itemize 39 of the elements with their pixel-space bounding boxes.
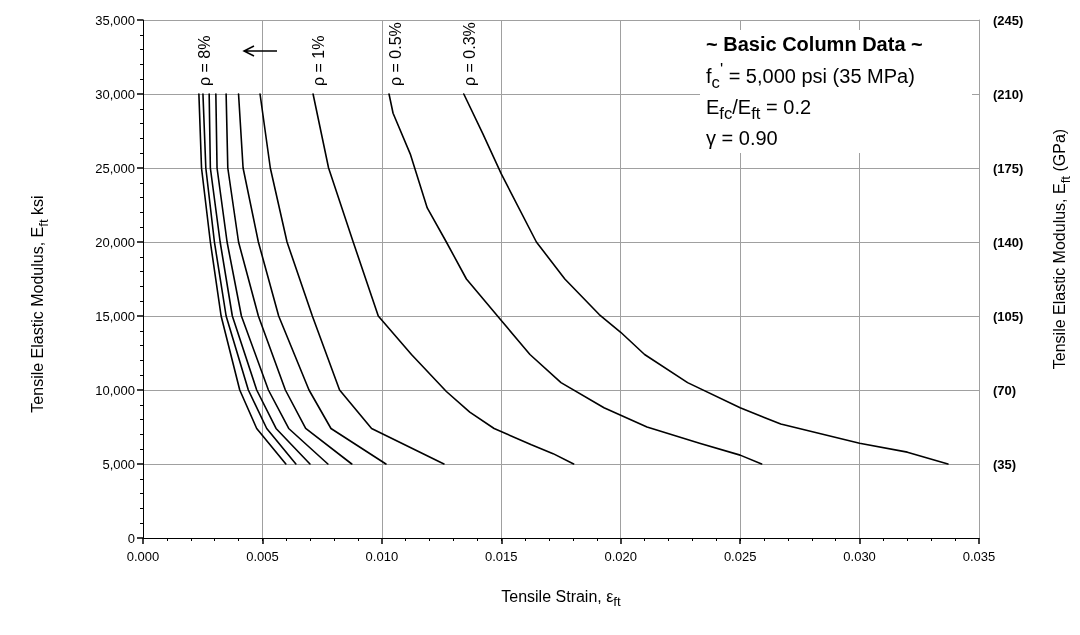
x-tick-label: 0.035 [962,549,996,564]
y-tick-label: 25,000 [95,160,135,176]
line-series [259,93,445,465]
y2-tick-label: (175) [993,160,1024,176]
x-tick-label: 0.000 [126,549,160,564]
annotation: ~ Basic Column Data ~ [706,32,924,57]
annotation: E$_{fc}$/E$_{ft}$ = 0.2 [706,94,813,125]
line-series [208,93,311,465]
annotation: γ = 0.90 [706,125,779,151]
line-series [237,93,387,465]
annotation: f$_{c}$$^{'}$ = 5,000 psi (35 MPa) [706,59,916,94]
line-series [225,93,353,465]
y2-tick-label: (140) [993,234,1024,250]
annotation: ρ = 8% [196,35,214,86]
y2-tick-label: (105) [993,308,1024,324]
y-tick-label: 5,000 [102,456,135,472]
y-tick-label: 20,000 [95,234,135,250]
x-tick-label: 0.030 [843,549,876,564]
x-axis-title: Tensile Strain, ε$_{ft}$ [501,588,621,610]
y-tick-label: 15,000 [95,308,135,324]
y2-tick-label: (70) [993,382,1017,398]
line-series [215,93,329,465]
y2-tick-label: (245) [993,12,1024,28]
y2-tick-label: (35) [993,456,1017,472]
x-tick-label: 0.015 [485,549,518,564]
annotation: ρ = 0.5% [386,22,404,86]
y-tick-label: 10,000 [95,382,135,398]
annotation: ρ = 1% [310,35,328,86]
line-series [312,93,575,465]
y-tick-label: 35,000 [95,12,135,28]
y-tick-label: 30,000 [95,86,135,102]
y2-tick-label: (210) [993,86,1024,102]
x-tick-label: 0.005 [246,549,279,564]
line-series [462,93,949,465]
annotation: ρ = 0.3% [461,22,479,86]
x-tick-label: 0.020 [604,549,637,564]
y-tick-label: 0 [127,530,135,546]
x-tick-label: 0.025 [723,549,757,564]
x-tick-label: 0.010 [365,549,399,564]
